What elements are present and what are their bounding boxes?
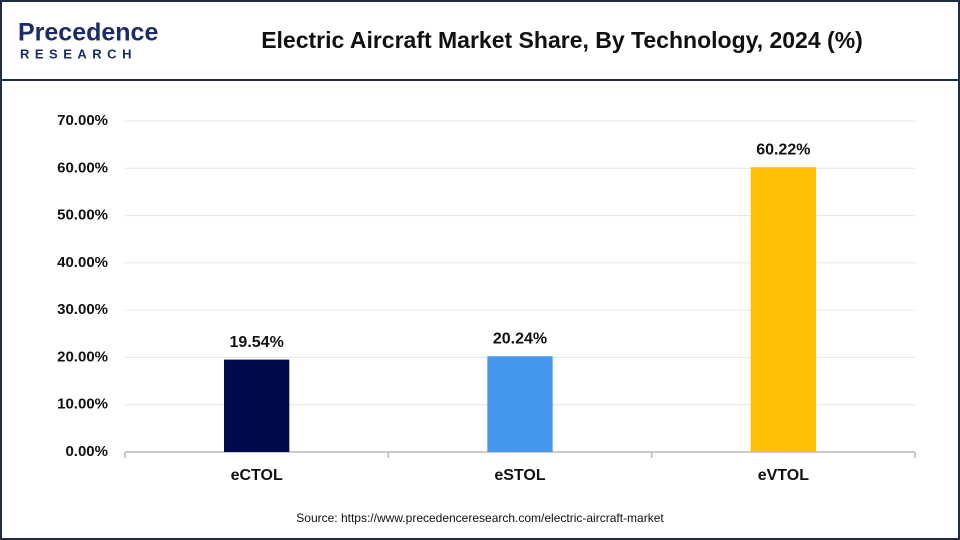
x-tick-label: eCTOL bbox=[231, 467, 283, 484]
y-tick-label: 20.00% bbox=[57, 348, 108, 365]
x-tick-label: eVTOL bbox=[758, 467, 810, 484]
x-tick-label: eSTOL bbox=[494, 467, 546, 484]
data-label: 19.54% bbox=[230, 334, 284, 351]
bar bbox=[224, 359, 290, 452]
source-note: Source: https://www.precedenceresearch.c… bbox=[296, 511, 664, 525]
data-label: 60.22% bbox=[756, 141, 810, 158]
bar bbox=[750, 167, 816, 452]
logo-tagline: RESEARCH bbox=[20, 46, 137, 61]
y-tick-label: 10.00% bbox=[57, 396, 108, 413]
bar bbox=[487, 356, 553, 452]
y-tick-label: 0.00% bbox=[65, 443, 108, 460]
y-tick-label: 60.00% bbox=[57, 159, 108, 176]
chart-title: Electric Aircraft Market Share, By Techn… bbox=[261, 27, 863, 53]
y-tick-label: 70.00% bbox=[57, 112, 108, 129]
y-tick-label: 30.00% bbox=[57, 301, 108, 318]
logo-name: Precedence bbox=[18, 19, 158, 47]
y-tick-label: 50.00% bbox=[57, 207, 108, 224]
y-tick-label: 40.00% bbox=[57, 254, 108, 271]
data-label: 20.24% bbox=[493, 331, 547, 348]
